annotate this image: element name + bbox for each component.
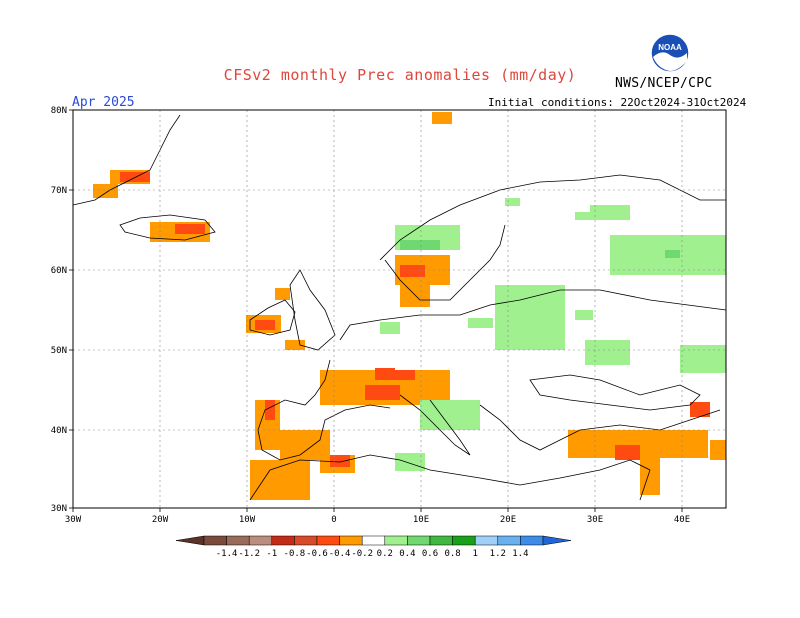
anomaly-patch bbox=[285, 340, 305, 350]
anomaly-patch bbox=[680, 345, 726, 373]
colorbar-label: 1.2 bbox=[490, 549, 506, 559]
lat-label: 70N bbox=[51, 186, 67, 196]
anomaly-patch bbox=[120, 172, 150, 182]
lon-label: 0 bbox=[331, 515, 336, 525]
map-frame bbox=[72, 109, 727, 509]
colorbar-swatch bbox=[339, 535, 363, 546]
colorbar-low-arrow bbox=[175, 535, 205, 546]
colorbar: -1.4 -1.2 -1 -0.8 -0.6 -0.4 -0.2 0.2 0.4 0.6 0.8 1 1… bbox=[175, 535, 572, 559]
noaa-logo-text: NOAA bbox=[658, 43, 682, 52]
chart-title: CFSv2 monthly Prec anomalies (mm/day) bbox=[223, 66, 577, 84]
lon-label: 40E bbox=[674, 515, 690, 525]
anomaly-patches bbox=[93, 112, 726, 500]
anomaly-patch bbox=[585, 340, 630, 365]
colorbar-swatch bbox=[384, 535, 408, 546]
colorbar-label: 0.4 bbox=[399, 549, 415, 559]
colorbar-label: 1 bbox=[472, 549, 477, 559]
longitude-labels: 30W 20W 10W 0 10E 20E 30E 40E bbox=[65, 515, 690, 525]
colorbar-label: 0.2 bbox=[377, 549, 393, 559]
lat-label: 80N bbox=[51, 106, 67, 116]
anomaly-patch bbox=[468, 318, 493, 328]
anomaly-patch bbox=[375, 368, 395, 380]
anomaly-patch bbox=[575, 310, 593, 320]
lat-label: 40N bbox=[51, 426, 67, 436]
axis-ticks bbox=[69, 109, 683, 512]
lon-label: 20W bbox=[152, 515, 169, 525]
coastlines bbox=[72, 114, 727, 501]
latitude-labels: 80N 70N 60N 50N 40N 30N bbox=[51, 106, 67, 514]
anomaly-patch bbox=[495, 285, 565, 350]
colorbar-label: 1.4 bbox=[512, 549, 528, 559]
anomaly-patch bbox=[400, 285, 430, 307]
anomaly-patch bbox=[420, 400, 480, 430]
lon-label: 10E bbox=[413, 515, 429, 525]
colorbar-swatch bbox=[271, 535, 295, 546]
colorbar-swatch bbox=[316, 535, 340, 546]
anomaly-patch bbox=[665, 250, 680, 258]
anomaly-patch bbox=[265, 400, 275, 420]
anomaly-patch bbox=[590, 205, 630, 220]
anomaly-patch bbox=[690, 402, 710, 417]
colorbar-swatch bbox=[407, 535, 431, 546]
colorbar-swatch bbox=[429, 535, 453, 546]
colorbar-swatch bbox=[497, 535, 521, 546]
anomaly-patch bbox=[432, 112, 452, 124]
lon-label: 10W bbox=[239, 515, 256, 525]
colorbar-label: -0.6 bbox=[306, 549, 328, 559]
colorbar-label: 0.8 bbox=[444, 549, 460, 559]
anomaly-patch bbox=[575, 212, 590, 220]
graticule bbox=[73, 110, 726, 508]
colorbar-label: 0.6 bbox=[422, 549, 438, 559]
colorbar-label: -0.2 bbox=[351, 549, 373, 559]
anomaly-patch bbox=[395, 370, 415, 380]
anomaly-patch bbox=[93, 184, 118, 198]
lat-label: 60N bbox=[51, 266, 67, 276]
initial-conditions: Initial conditions: 22Oct2024-31Oct2024 bbox=[488, 96, 747, 109]
anomaly-patch bbox=[330, 455, 350, 467]
colorbar-label: -1.4 bbox=[216, 549, 238, 559]
anomaly-patch bbox=[380, 322, 400, 334]
colorbar-swatch bbox=[520, 535, 544, 546]
colorbar-label: -1 bbox=[266, 549, 277, 559]
anomaly-patch bbox=[640, 455, 660, 495]
lat-label: 30N bbox=[51, 504, 67, 514]
anomaly-patch bbox=[505, 198, 520, 206]
colorbar-high-arrow bbox=[542, 535, 572, 546]
noaa-logo: NOAA bbox=[650, 33, 690, 73]
agency-label: NWS/NCEP/CPC bbox=[615, 76, 713, 91]
anomaly-patch bbox=[365, 385, 400, 400]
anomaly-patch bbox=[255, 320, 275, 330]
anomaly-patch bbox=[400, 240, 440, 250]
colorbar-swatch bbox=[452, 535, 476, 546]
anomaly-patch bbox=[400, 265, 425, 277]
colorbar-swatch bbox=[294, 535, 318, 546]
lon-label: 30W bbox=[65, 515, 82, 525]
anomaly-patch bbox=[250, 460, 310, 500]
lon-label: 20E bbox=[500, 515, 516, 525]
colorbar-swatch bbox=[361, 535, 386, 546]
colorbar-swatch bbox=[474, 535, 499, 546]
lat-label: 50N bbox=[51, 346, 67, 356]
colorbar-swatch bbox=[203, 535, 227, 546]
colorbar-swatch bbox=[226, 535, 250, 546]
lon-label: 30E bbox=[587, 515, 603, 525]
anomaly-patch bbox=[395, 453, 425, 471]
colorbar-label: -1.2 bbox=[238, 549, 260, 559]
anomaly-patch bbox=[615, 445, 640, 460]
anomaly-patch bbox=[275, 288, 290, 300]
anomaly-patch bbox=[175, 224, 205, 234]
colorbar-label: -0.8 bbox=[284, 549, 306, 559]
anomaly-patch bbox=[710, 440, 726, 460]
colorbar-swatch bbox=[248, 535, 273, 546]
colorbar-label: -0.4 bbox=[329, 549, 351, 559]
forecast-month: Apr 2025 bbox=[72, 95, 135, 110]
